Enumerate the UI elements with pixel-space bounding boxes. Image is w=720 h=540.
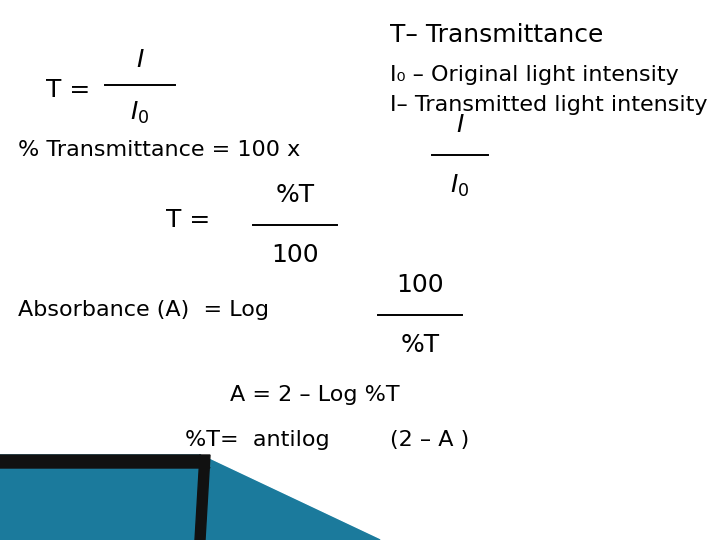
Text: I₀ – Original light intensity: I₀ – Original light intensity bbox=[390, 65, 679, 85]
Text: I$_0$: I$_0$ bbox=[130, 100, 150, 126]
Text: T =: T = bbox=[166, 208, 210, 232]
Text: A = 2 – Log %T: A = 2 – Log %T bbox=[230, 385, 400, 405]
Text: I$_0$: I$_0$ bbox=[450, 173, 469, 199]
Text: I– Transmitted light intensity: I– Transmitted light intensity bbox=[390, 95, 708, 115]
Text: %T=  antilog: %T= antilog bbox=[185, 430, 330, 450]
Text: I: I bbox=[456, 113, 464, 137]
Text: % Transmittance = 100 x: % Transmittance = 100 x bbox=[18, 140, 300, 160]
Text: I: I bbox=[136, 48, 144, 72]
Text: T =: T = bbox=[46, 78, 90, 102]
Text: %T: %T bbox=[276, 183, 315, 207]
Polygon shape bbox=[195, 455, 210, 540]
Text: Absorbance (A)  = Log: Absorbance (A) = Log bbox=[18, 300, 269, 320]
Polygon shape bbox=[0, 455, 380, 540]
Text: %T: %T bbox=[400, 333, 440, 357]
Polygon shape bbox=[0, 455, 210, 468]
Text: 100: 100 bbox=[271, 243, 319, 267]
Text: (2 – A ): (2 – A ) bbox=[390, 430, 469, 450]
Polygon shape bbox=[200, 455, 380, 540]
Text: 100: 100 bbox=[396, 273, 444, 297]
Text: T– Transmittance: T– Transmittance bbox=[390, 23, 603, 47]
